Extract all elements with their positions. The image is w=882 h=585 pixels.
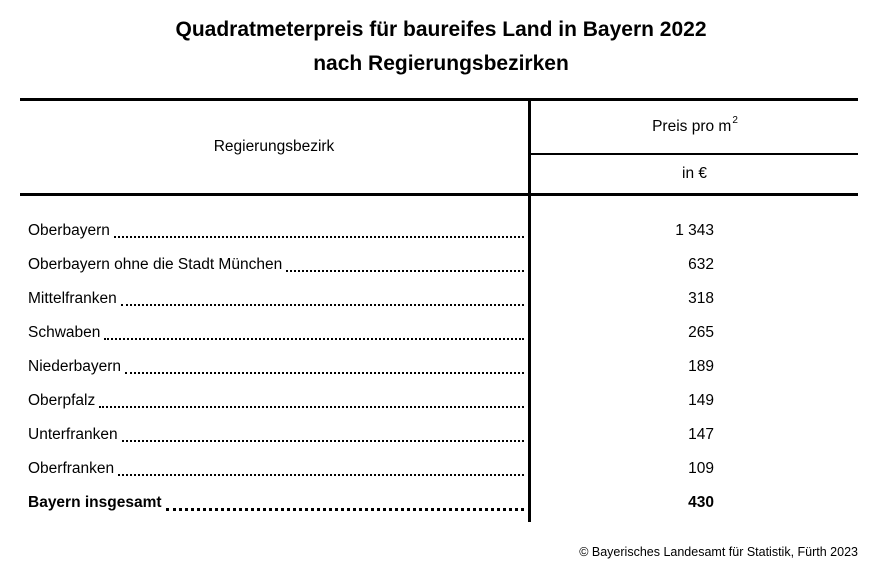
page-title: Quadratmeterpreis für baureifes Land in … <box>0 13 882 81</box>
row-value: 149 <box>688 392 714 409</box>
table-row: Oberfranken 109 <box>20 452 858 486</box>
dot-leader <box>120 292 524 306</box>
row-label: Niederbayern <box>28 358 122 375</box>
row-label: Oberbayern <box>28 222 110 239</box>
row-label-cell: Oberfranken <box>20 460 528 478</box>
column-header-unit: in € <box>682 165 707 182</box>
row-label-cell: Mittelfranken <box>20 290 528 308</box>
table-row: Oberbayern 1 343 <box>20 214 858 248</box>
row-value: 109 <box>688 460 714 477</box>
row-value: 189 <box>688 358 714 375</box>
dot-leader <box>165 496 524 511</box>
page-title-line1: Quadratmeterpreis für baureifes Land in … <box>175 18 707 41</box>
dot-leader <box>121 428 524 442</box>
dot-leader <box>113 224 524 238</box>
table-body: Oberbayern 1 343 Oberbayern ohne die Stadt… <box>20 196 858 522</box>
copyright-note: © Bayerisches Landesamt für Statistik, F… <box>579 545 858 559</box>
row-value: 430 <box>688 494 714 511</box>
page-title-line2: nach Regierungsbezirken <box>313 52 569 75</box>
table-row: Oberpfalz 149 <box>20 384 858 418</box>
table-row: Niederbayern 189 <box>20 350 858 384</box>
row-label: Unterfranken <box>28 426 118 443</box>
row-value: 318 <box>688 290 714 307</box>
table-row: Oberbayern ohne die Stadt München 632 <box>20 248 858 282</box>
row-label: Schwaben <box>28 324 101 341</box>
row-label-cell: Schwaben <box>20 324 528 342</box>
row-label: Oberbayern ohne die Stadt München <box>28 256 283 273</box>
table-row: Schwaben 265 <box>20 316 858 350</box>
row-label-cell: Niederbayern <box>20 358 528 376</box>
table-row: Bayern insgesamt 430 <box>20 486 858 520</box>
row-label-cell: Unterfranken <box>20 426 528 444</box>
column-header-preis-text: Preis pro m <box>652 118 732 135</box>
table-row: Mittelfranken 318 <box>20 282 858 316</box>
row-value: 265 <box>688 324 714 341</box>
dot-leader <box>125 360 524 374</box>
row-label: Oberpfalz <box>28 392 96 409</box>
row-label-cell: Oberbayern ohne die Stadt München <box>20 256 528 274</box>
dot-leader <box>104 326 524 340</box>
row-value: 632 <box>688 256 714 273</box>
row-label-cell: Bayern insgesamt <box>20 494 528 512</box>
row-label-cell: Oberbayern <box>20 222 528 240</box>
dot-leader <box>99 394 524 408</box>
row-label: Bayern insgesamt <box>28 494 162 511</box>
row-value: 147 <box>688 426 714 443</box>
row-label: Mittelfranken <box>28 290 117 307</box>
row-label-cell: Oberpfalz <box>20 392 528 410</box>
dot-leader <box>118 462 524 476</box>
table-row: Unterfranken 147 <box>20 418 858 452</box>
column-divider-line <box>528 101 531 522</box>
column-header-regierungsbezirk: Regierungsbezirk <box>213 138 335 155</box>
row-value: 1 343 <box>675 222 714 239</box>
dot-leader <box>286 258 524 272</box>
row-label: Oberfranken <box>28 460 115 477</box>
